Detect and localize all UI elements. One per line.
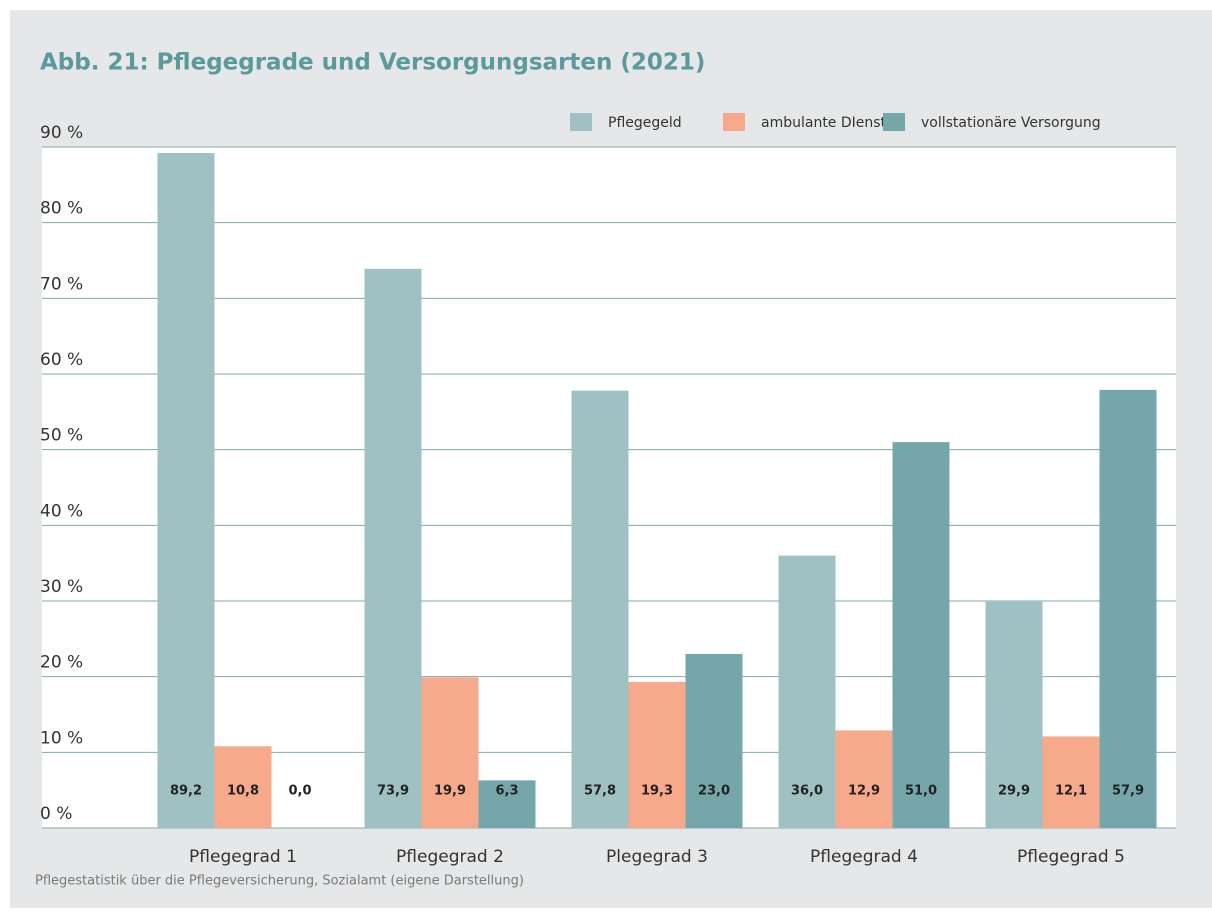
source: Pflegestatistik über die Pflegeversicher… xyxy=(35,874,524,889)
legend-swatch xyxy=(723,113,745,131)
data-label: 0,0 xyxy=(288,784,311,799)
data-label: 57,9 xyxy=(1112,784,1144,799)
data-label: 6,3 xyxy=(495,784,518,799)
y-tick-label: 0 % xyxy=(40,804,72,824)
y-tick-label: 70 % xyxy=(40,274,83,294)
bar xyxy=(157,153,215,828)
bar xyxy=(1099,389,1157,828)
bar xyxy=(364,268,422,828)
y-tick-label: 10 % xyxy=(40,728,83,748)
data-label: 29,9 xyxy=(998,784,1030,799)
data-label: 19,9 xyxy=(434,784,466,799)
bar xyxy=(421,677,479,828)
legend-swatch xyxy=(883,113,905,131)
x-tick-label: Pflegegrad 1 xyxy=(189,847,297,867)
bar xyxy=(685,653,743,828)
x-tick-label: Pflegegrad 2 xyxy=(396,847,504,867)
legend-label: ambulante DIenste xyxy=(761,115,895,131)
x-tick-label: Pflegegrad 5 xyxy=(1017,847,1125,867)
bar xyxy=(778,555,836,828)
bar xyxy=(1042,736,1100,828)
y-tick-label: 40 % xyxy=(40,501,83,521)
data-label: 73,9 xyxy=(377,784,409,799)
data-label: 57,8 xyxy=(584,784,616,799)
y-tick-label: 90 % xyxy=(40,123,83,143)
bar xyxy=(571,390,629,828)
bar xyxy=(628,681,686,828)
y-tick-label: 50 % xyxy=(40,426,83,446)
x-tick-label: Plegegrad 3 xyxy=(606,847,708,867)
legend-swatch xyxy=(570,113,592,131)
y-tick-label: 30 % xyxy=(40,577,83,597)
chart-title: Abb. 21: Pflegegrade und Versorgungsarte… xyxy=(40,50,705,76)
x-tick-label: Pflegegrad 4 xyxy=(810,847,918,867)
bar xyxy=(892,442,950,828)
bar xyxy=(478,780,536,828)
y-tick-label: 80 % xyxy=(40,199,83,219)
y-tick-label: 20 % xyxy=(40,653,83,673)
bar xyxy=(985,601,1043,828)
y-tick-label: 60 % xyxy=(40,350,83,370)
data-label: 12,1 xyxy=(1055,784,1087,799)
data-label: 23,0 xyxy=(698,784,730,799)
legend-label: vollstationäre Versorgung xyxy=(921,115,1101,131)
data-label: 12,9 xyxy=(848,784,880,799)
bar xyxy=(214,746,272,828)
data-label: 10,8 xyxy=(227,784,259,799)
bar xyxy=(835,730,893,828)
data-label: 51,0 xyxy=(905,784,937,799)
data-label: 19,3 xyxy=(641,784,673,799)
data-label: 89,2 xyxy=(170,784,202,799)
legend-label: Pflegegeld xyxy=(608,115,682,131)
data-label: 36,0 xyxy=(791,784,823,799)
